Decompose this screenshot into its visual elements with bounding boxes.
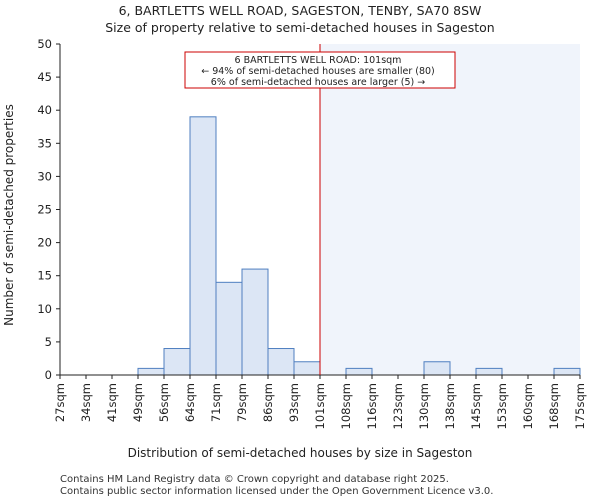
annotation-line-1: 6 BARTLETTS WELL ROAD: 101sqm bbox=[235, 55, 402, 66]
chart-subtitle: Size of property relative to semi-detach… bbox=[105, 20, 494, 35]
y-tick-label: 40 bbox=[37, 103, 52, 117]
x-tick-label: 160sqm bbox=[521, 383, 535, 429]
footer-line-1: Contains HM Land Registry data © Crown c… bbox=[60, 474, 449, 485]
histogram-bar bbox=[163, 348, 191, 376]
y-tick-label: 5 bbox=[45, 335, 52, 349]
x-tick-label: 138sqm bbox=[443, 383, 457, 429]
x-tick-label: 64sqm bbox=[183, 383, 197, 422]
y-tick-label: 0 bbox=[45, 368, 52, 382]
y-tick-label: 35 bbox=[37, 136, 52, 150]
x-tick-label: 130sqm bbox=[417, 383, 431, 429]
plot-area: 0 5 10 15 20 25 30 35 40 45 50 27sqm 34sqm 41sqm 49sqm… bbox=[37, 37, 587, 429]
x-tick-label: 101sqm bbox=[313, 383, 327, 429]
histogram-bar bbox=[345, 367, 373, 376]
x-tick-label: 145sqm bbox=[469, 383, 483, 429]
x-tick-label: 93sqm bbox=[287, 383, 301, 422]
x-tick-label: 34sqm bbox=[79, 383, 93, 422]
x-tick-label: 116sqm bbox=[365, 383, 379, 429]
x-tick-label: 27sqm bbox=[53, 383, 67, 422]
x-tick-label: 49sqm bbox=[131, 383, 145, 422]
histogram-bar bbox=[293, 361, 321, 376]
x-tick-label: 79sqm bbox=[235, 383, 249, 422]
y-axis-label: Number of semi-detached properties bbox=[2, 104, 16, 326]
annotation-box bbox=[184, 51, 456, 89]
x-tick-label: 168sqm bbox=[547, 383, 561, 429]
x-tick-label: 86sqm bbox=[261, 383, 275, 422]
x-tick-label: 123sqm bbox=[391, 383, 405, 429]
annotation-line-2: ← 94% of semi-detached houses are smalle… bbox=[201, 66, 435, 77]
histogram-bar bbox=[267, 348, 295, 376]
y-tick-label: 15 bbox=[37, 269, 52, 283]
x-tick-label: 71sqm bbox=[209, 383, 223, 422]
x-axis-label: Distribution of semi-detached houses by … bbox=[128, 446, 473, 460]
histogram-bar bbox=[423, 361, 451, 376]
y-tick-label: 45 bbox=[37, 70, 52, 84]
y-tick-label: 50 bbox=[37, 37, 52, 51]
histogram-bar bbox=[553, 367, 581, 376]
x-tick-label: 56sqm bbox=[157, 383, 171, 422]
y-tick-label: 30 bbox=[37, 169, 52, 183]
histogram-bar bbox=[475, 367, 503, 376]
histogram-bar bbox=[189, 116, 217, 376]
y-tick-label: 10 bbox=[37, 302, 52, 316]
footer-line-2: Contains public sector information licen… bbox=[60, 486, 493, 497]
larger-region-shade bbox=[320, 44, 580, 375]
histogram-bar bbox=[137, 367, 165, 376]
x-tick-label: 108sqm bbox=[339, 383, 353, 429]
y-tick-label: 20 bbox=[37, 236, 52, 250]
histogram-bar bbox=[215, 281, 243, 376]
annotation-line-3: 6% of semi-detached houses are larger (5… bbox=[211, 77, 425, 88]
y-tick-label: 25 bbox=[37, 203, 52, 217]
x-tick-label: 153sqm bbox=[495, 383, 509, 429]
x-tick-label: 175sqm bbox=[573, 383, 587, 429]
chart-title: 6, BARTLETTS WELL ROAD, SAGESTON, TENBY,… bbox=[119, 3, 482, 18]
histogram-bar bbox=[241, 268, 269, 376]
x-tick-label: 41sqm bbox=[105, 383, 119, 422]
